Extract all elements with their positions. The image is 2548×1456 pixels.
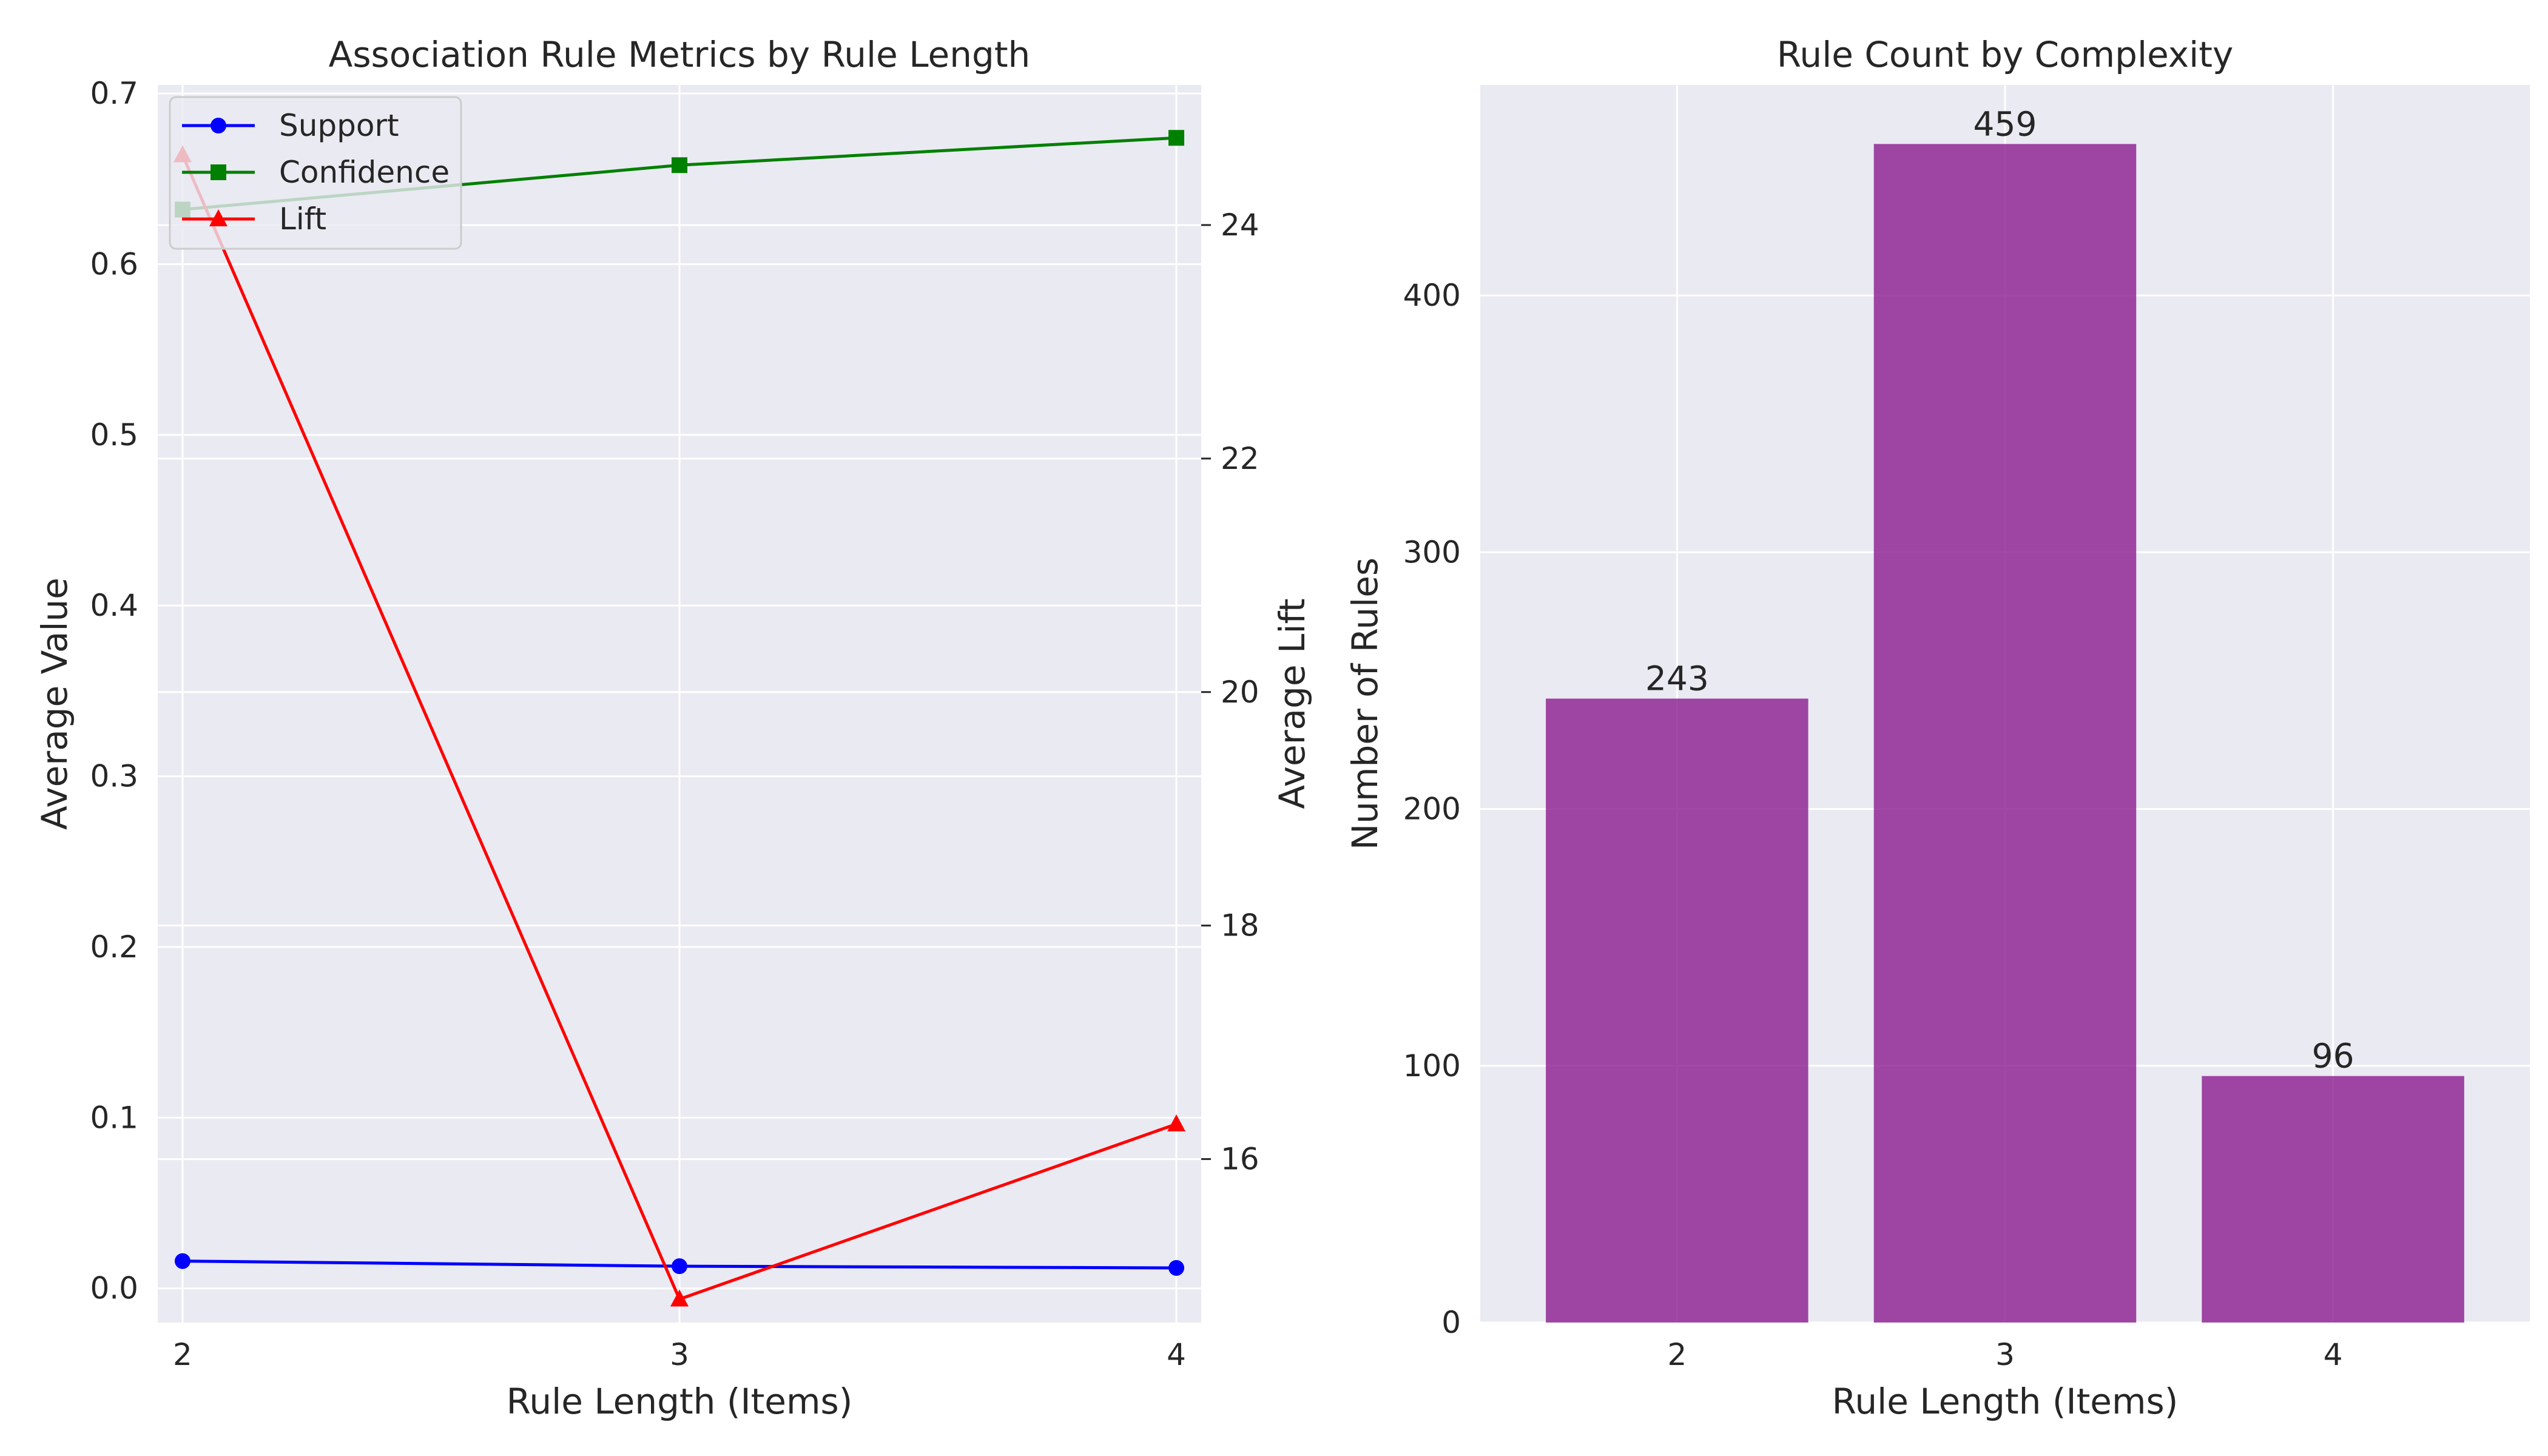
line-y-tick-label: 0.4: [90, 588, 138, 623]
lift-point: [1167, 1114, 1186, 1131]
line-x-axis-label: Rule Length (Items): [507, 1381, 853, 1422]
line-y-tick-label: 0.2: [90, 929, 138, 965]
bar-x-axis-label: Rule Length (Items): [1832, 1381, 2179, 1422]
line-y2-tick-label: 18: [1221, 908, 1259, 943]
line-y-tick-label: 0.0: [90, 1271, 138, 1306]
bar-y-axis-label: Number of Rules: [1344, 558, 1386, 850]
line-y-tick-label: 0.7: [90, 76, 138, 111]
line-y2-tick-labels: 16 18 20 22 24: [1201, 207, 1259, 1177]
confidence-point: [1168, 130, 1185, 146]
legend-confidence-marker: [211, 164, 226, 180]
legend-confidence-label: Confidence: [279, 155, 450, 190]
bar: [2202, 1076, 2464, 1323]
bar-y-tick-labels: 0 100 200 300 400: [1403, 278, 1461, 1340]
bar-x-tick-label: 2: [1667, 1337, 1687, 1372]
legend-support-marker: [211, 118, 226, 133]
bar-x-tick-label: 4: [2324, 1337, 2343, 1372]
support-point: [672, 1258, 687, 1275]
legend-lift-marker: [209, 209, 228, 226]
bar-y-tick-label: 200: [1403, 792, 1461, 827]
line-y-axis-label: Average Value: [34, 578, 75, 830]
line-y-tick-label: 0.6: [90, 246, 138, 281]
bar-value-labels: 243 459 96: [1645, 104, 2354, 1075]
line-y2-axis-label: Average Lift: [1272, 598, 1313, 809]
support-point: [1168, 1259, 1185, 1276]
bar-x-tick-label: 3: [1995, 1337, 2015, 1372]
bar-series-group: [1546, 144, 2464, 1323]
bar: [1873, 144, 2137, 1323]
bar-y-tick-label: 300: [1403, 534, 1461, 570]
bar-x-tick-labels: 2 3 4: [1667, 1337, 2342, 1372]
line-x-tick-label: 4: [1167, 1337, 1186, 1372]
line-y-tick-label: 0.3: [90, 759, 138, 794]
line-y2-tick-label: 24: [1221, 207, 1259, 243]
bar-value-label: 459: [1973, 104, 2037, 143]
line-legend: Support Confidence Lift: [169, 96, 462, 250]
legend-lift-label: Lift: [279, 201, 326, 237]
line-chart-title: Association Rule Metrics by Rule Length: [329, 34, 1031, 75]
line-y-tick-labels: 0.0 0.1 0.2 0.3 0.4 0.5 0.6 0.7: [90, 76, 138, 1306]
bar: [1546, 698, 1808, 1323]
bar-chart: 0 100 200 300 400 2 3 4 243 459 96 Rule Count by…: [1344, 34, 2530, 1422]
bar-y-tick-label: 0: [1441, 1305, 1461, 1340]
bar-y-tick-label: 100: [1403, 1048, 1461, 1084]
legend-support-label: Support: [279, 108, 399, 143]
legend-frame: [169, 96, 462, 250]
support-point: [174, 1253, 190, 1269]
line-y2-tick-label: 16: [1221, 1142, 1259, 1177]
legend-items: Support Confidence Lift: [182, 108, 450, 237]
line-y-tick-label: 0.5: [90, 417, 138, 453]
bar-value-label: 243: [1645, 659, 1709, 698]
lift-point: [670, 1289, 689, 1307]
bar-y-tick-label: 400: [1403, 278, 1461, 313]
bar-value-label: 96: [2312, 1037, 2354, 1076]
line-x-tick-labels: 2 3 4: [173, 1337, 1186, 1372]
line-x-tick-label: 3: [670, 1337, 689, 1372]
line-y2-tick-label: 20: [1221, 675, 1259, 710]
confidence-point: [672, 157, 687, 174]
bar-chart-title: Rule Count by Complexity: [1777, 34, 2234, 75]
line-y2-tick-label: 22: [1221, 441, 1259, 476]
line-x-tick-label: 2: [173, 1337, 192, 1372]
line-y-tick-label: 0.1: [90, 1100, 138, 1135]
